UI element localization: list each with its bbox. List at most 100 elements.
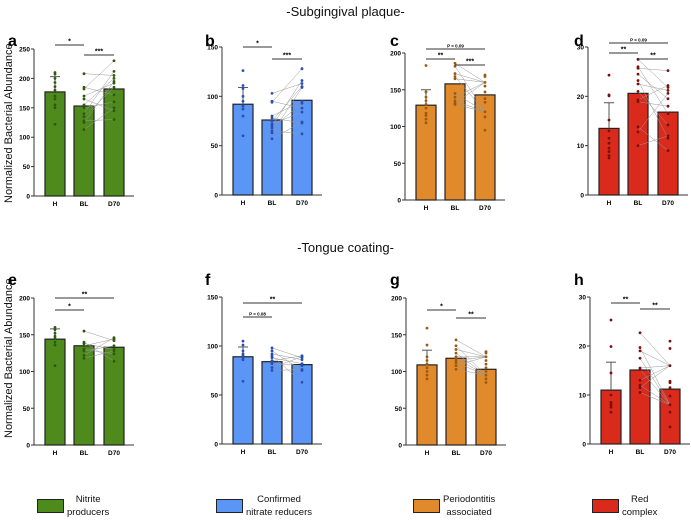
data-point-D70 xyxy=(300,362,304,366)
significance-label: *** xyxy=(466,59,474,66)
data-point-BL xyxy=(82,112,86,116)
data-point-D70 xyxy=(484,351,488,355)
data-point-D70 xyxy=(484,370,488,373)
data-point-BL xyxy=(636,79,640,82)
bar-D70 xyxy=(475,368,497,446)
data-point-H xyxy=(424,90,428,94)
data-point-D70 xyxy=(666,97,670,101)
legend-swatch-red xyxy=(592,499,619,513)
data-point-D70 xyxy=(112,81,116,85)
data-point-H xyxy=(424,111,428,115)
panel-letter: a xyxy=(8,33,17,50)
data-point-H xyxy=(607,150,611,153)
paired-line xyxy=(454,63,486,83)
data-point-BL xyxy=(270,114,274,118)
data-point-H xyxy=(424,99,428,103)
data-point-D70 xyxy=(483,110,487,114)
data-point-D70 xyxy=(112,59,116,63)
data-point-D70 xyxy=(483,115,487,119)
legend-label: Nitrite producers xyxy=(67,494,110,518)
paired-line xyxy=(83,71,115,114)
panel-letter: d xyxy=(574,33,584,50)
data-point-D70 xyxy=(300,358,304,362)
data-point-H xyxy=(609,318,613,322)
data-point-D70 xyxy=(112,93,116,97)
bar-D70 xyxy=(103,88,125,197)
data-point-H xyxy=(53,328,57,332)
paired-line xyxy=(637,73,669,99)
data-point-H xyxy=(53,77,57,80)
y-tick-label: 100 xyxy=(207,94,218,101)
paired-line xyxy=(637,59,669,88)
data-point-H xyxy=(241,114,245,118)
data-point-H xyxy=(53,97,57,101)
data-point-D70 xyxy=(300,121,304,125)
bar-H xyxy=(44,338,66,446)
paired-line xyxy=(271,363,303,366)
data-point-BL xyxy=(270,129,274,133)
data-point-H xyxy=(607,154,611,157)
significance-label: P = 0.09 xyxy=(447,44,464,49)
data-point-D70 xyxy=(300,356,304,360)
data-point-D70 xyxy=(666,84,670,87)
data-point-BL xyxy=(270,359,274,363)
data-point-BL xyxy=(270,352,274,356)
data-point-BL xyxy=(638,349,642,353)
paired-line xyxy=(271,68,303,103)
data-point-D70 xyxy=(300,86,304,89)
data-point-BL xyxy=(638,356,642,360)
bar-D70 xyxy=(291,364,313,445)
significance-label: ** xyxy=(270,297,276,304)
bar-H xyxy=(232,356,254,445)
data-point-H xyxy=(53,106,57,110)
data-point-H xyxy=(425,377,429,381)
data-point-H xyxy=(53,340,57,344)
y-tick-label: 100 xyxy=(391,369,402,376)
data-point-BL xyxy=(453,77,457,81)
data-point-H xyxy=(241,87,245,90)
paired-line xyxy=(455,369,487,376)
panel-h: h 0 10 20 30 H BL D70 ** ** xyxy=(574,272,690,456)
significance-label: P = 0.08 xyxy=(249,312,266,317)
title-tongue-coating: -Tongue coating- xyxy=(297,240,394,255)
data-point-H xyxy=(241,356,245,360)
significance-label: * xyxy=(68,39,71,46)
x-tick-label: BL xyxy=(452,450,461,457)
bar-H xyxy=(600,389,622,445)
data-point-H xyxy=(425,343,429,347)
y-tick-label: 150 xyxy=(390,87,401,94)
paired-line xyxy=(83,82,115,97)
data-point-D70 xyxy=(666,89,670,92)
data-point-BL xyxy=(82,87,86,91)
paired-line xyxy=(455,362,487,376)
y-tick-label: 150 xyxy=(19,332,30,339)
data-point-BL xyxy=(454,338,458,342)
data-point-H xyxy=(424,95,428,99)
paired-line xyxy=(637,101,669,107)
data-point-BL xyxy=(82,103,86,107)
data-point-H xyxy=(241,84,245,87)
data-point-D70 xyxy=(666,69,670,73)
panel-letter: f xyxy=(205,272,211,289)
bar-BL xyxy=(73,345,95,446)
y-tick-label: 0 xyxy=(26,194,30,201)
data-point-BL xyxy=(636,72,640,76)
data-point-H xyxy=(241,339,245,343)
data-point-D70 xyxy=(112,349,116,353)
paired-line xyxy=(271,356,303,368)
data-point-D70 xyxy=(668,386,672,390)
significance-label: ** xyxy=(623,297,629,304)
y-tick-label: 250 xyxy=(19,47,30,54)
data-point-H xyxy=(53,334,57,338)
data-point-H xyxy=(53,103,57,107)
paired-line xyxy=(639,384,671,406)
data-point-H xyxy=(53,88,57,92)
data-point-BL xyxy=(454,359,458,362)
data-point-H xyxy=(424,117,428,121)
paired-line xyxy=(639,365,671,369)
significance-label: * xyxy=(68,304,71,311)
y-tick-label: 150 xyxy=(207,295,218,302)
panel-letter: c xyxy=(390,33,399,50)
